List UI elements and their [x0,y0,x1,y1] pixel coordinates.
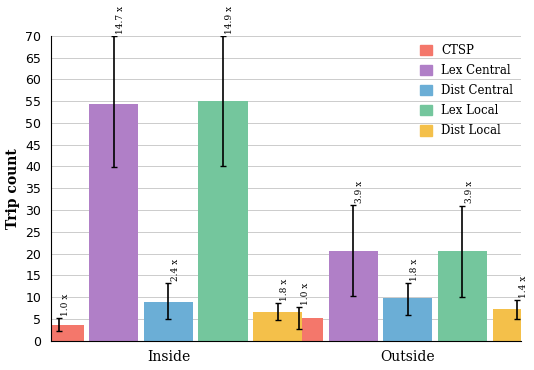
Text: 1.0 x: 1.0 x [301,282,310,305]
Bar [253,312,302,341]
Bar [89,104,138,341]
Bar [438,251,487,341]
Bar [329,250,378,341]
Text: 14.7 x: 14.7 x [116,6,125,34]
Text: 3.9 x: 3.9 x [465,181,474,204]
Legend: CTSP, Lex Central, Dist Central, Lex Local, Dist Local: CTSP, Lex Central, Dist Central, Lex Loc… [418,41,515,139]
Y-axis label: Trip count: Trip count [5,148,20,229]
Bar [144,302,193,341]
Text: 1.8 x: 1.8 x [410,258,419,280]
Bar [199,101,248,341]
Bar [492,309,534,341]
Text: 3.9 x: 3.9 x [355,180,364,203]
Bar [274,317,323,341]
Text: 1.8 x: 1.8 x [280,278,289,301]
Text: 14.9 x: 14.9 x [225,6,234,34]
Text: 1.0 x: 1.0 x [61,293,70,316]
Text: 2.4 x: 2.4 x [170,258,179,280]
Bar [383,298,433,341]
Text: 1.4 x: 1.4 x [519,275,528,297]
Bar [35,324,84,341]
